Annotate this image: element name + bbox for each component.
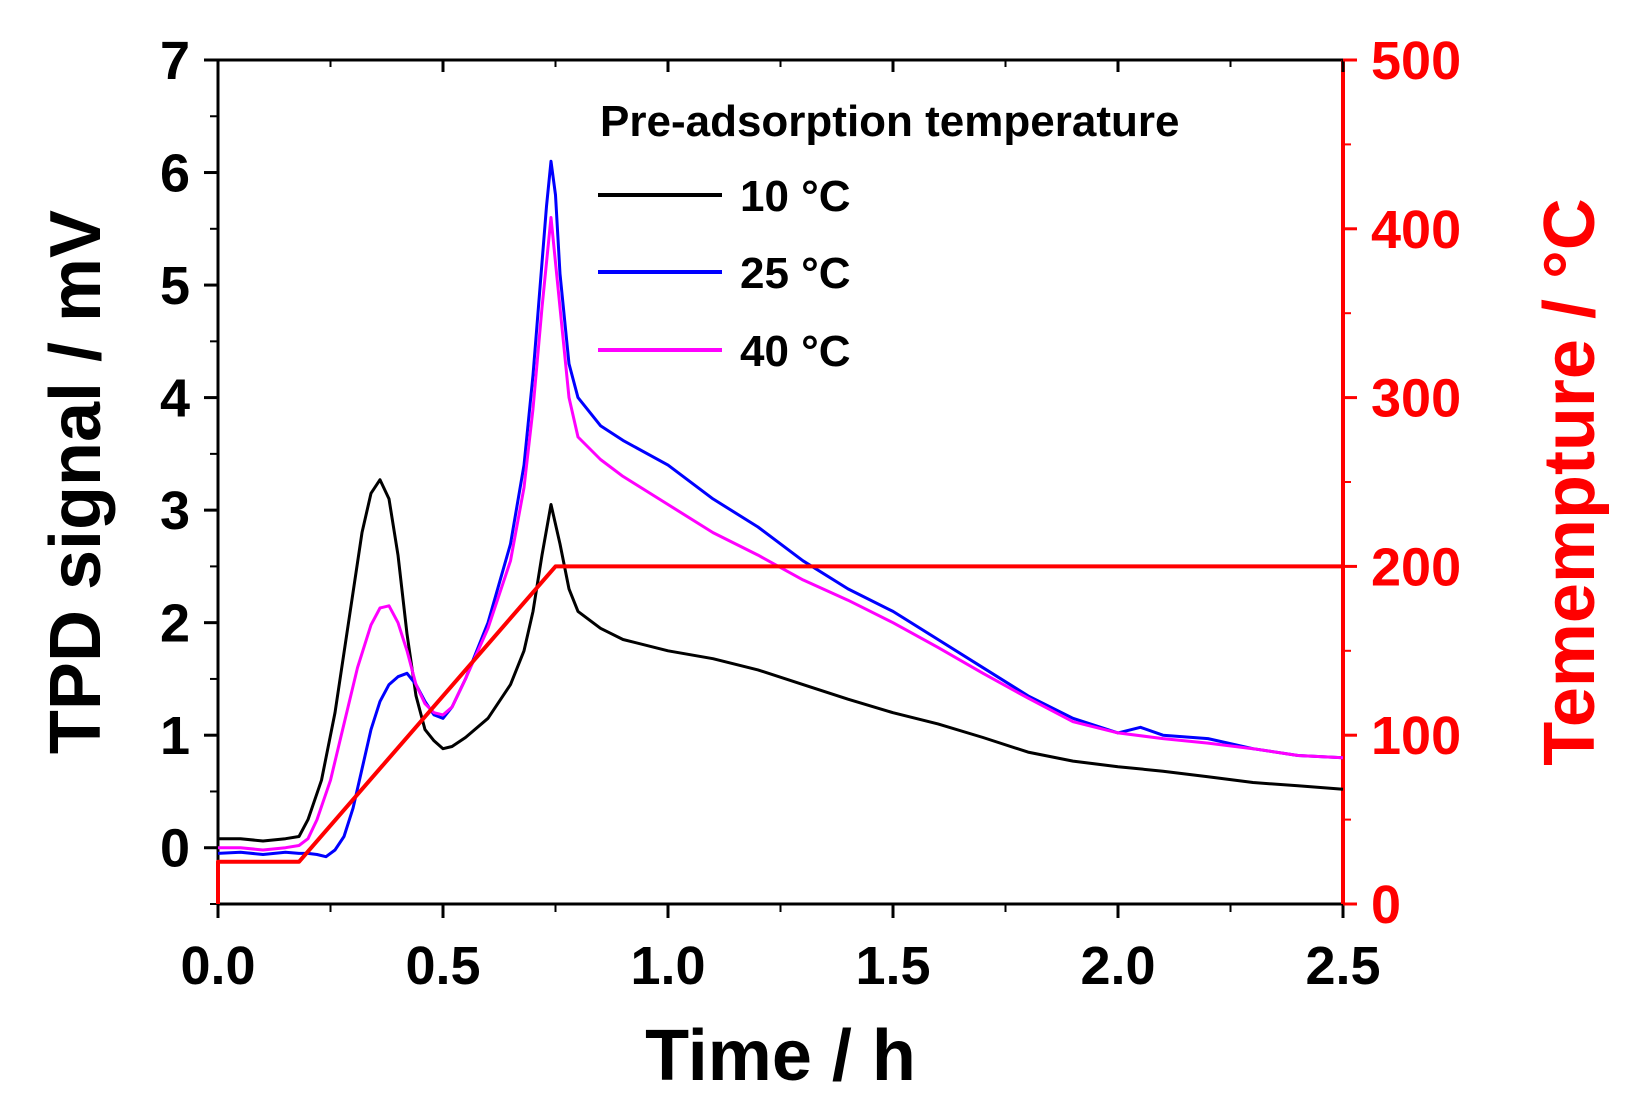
y-left-tick-label: 3: [160, 481, 190, 541]
series-line-40c: [218, 216, 1344, 852]
y-right-tick-label: 400: [1371, 200, 1461, 260]
y-left-tick-label: 7: [160, 31, 190, 91]
y-right-tick-label: 500: [1371, 31, 1461, 91]
axes-layer: 0.0 0.5 1.0 1.5 2.0 2.50123456701002003004005…: [36, 31, 1610, 1096]
y-right-axis-title: Temempture / °C: [1530, 198, 1610, 766]
y-left-tick-label: 4: [160, 369, 190, 429]
x-tick-label: 2.5: [1305, 936, 1380, 996]
y-right-tick-label: 300: [1371, 369, 1461, 429]
legend-label: 10 °C: [740, 172, 851, 221]
legend-title: Pre-adsorption temperature: [600, 97, 1179, 146]
temperature-line: [216, 564, 1343, 904]
y-right-tick-label: 200: [1371, 537, 1461, 597]
series-line-25c: [217, 159, 1344, 859]
y-left-tick-label: 1: [160, 706, 190, 766]
legend-label: 40 °C: [740, 327, 851, 376]
x-tick-label: 2.0: [1080, 936, 1155, 996]
x-tick-label: 0.0: [180, 936, 255, 996]
y-left-tick-label: 2: [160, 594, 190, 654]
x-axis-title: Time / h: [645, 1016, 916, 1096]
y-left-tick-label: 5: [160, 256, 190, 316]
y-left-axis-title: TPD signal / mV: [36, 210, 116, 754]
x-tick-label: 1.0: [630, 936, 705, 996]
y-right-tick-label: 0: [1371, 875, 1401, 935]
series-layer: [216, 159, 1344, 904]
y-right-tick-label: 100: [1371, 706, 1461, 766]
legend-label: 25 °C: [740, 249, 851, 298]
series-line-10c: [218, 478, 1344, 843]
y-left-tick-label: 0: [160, 819, 190, 879]
legend: Pre-adsorption temperature 10 °C 25 °C 40 °…: [598, 97, 1179, 376]
y-left-tick-label: 6: [160, 144, 190, 204]
x-tick-label: 0.5: [405, 936, 480, 996]
x-tick-label: 1.5: [855, 936, 930, 996]
